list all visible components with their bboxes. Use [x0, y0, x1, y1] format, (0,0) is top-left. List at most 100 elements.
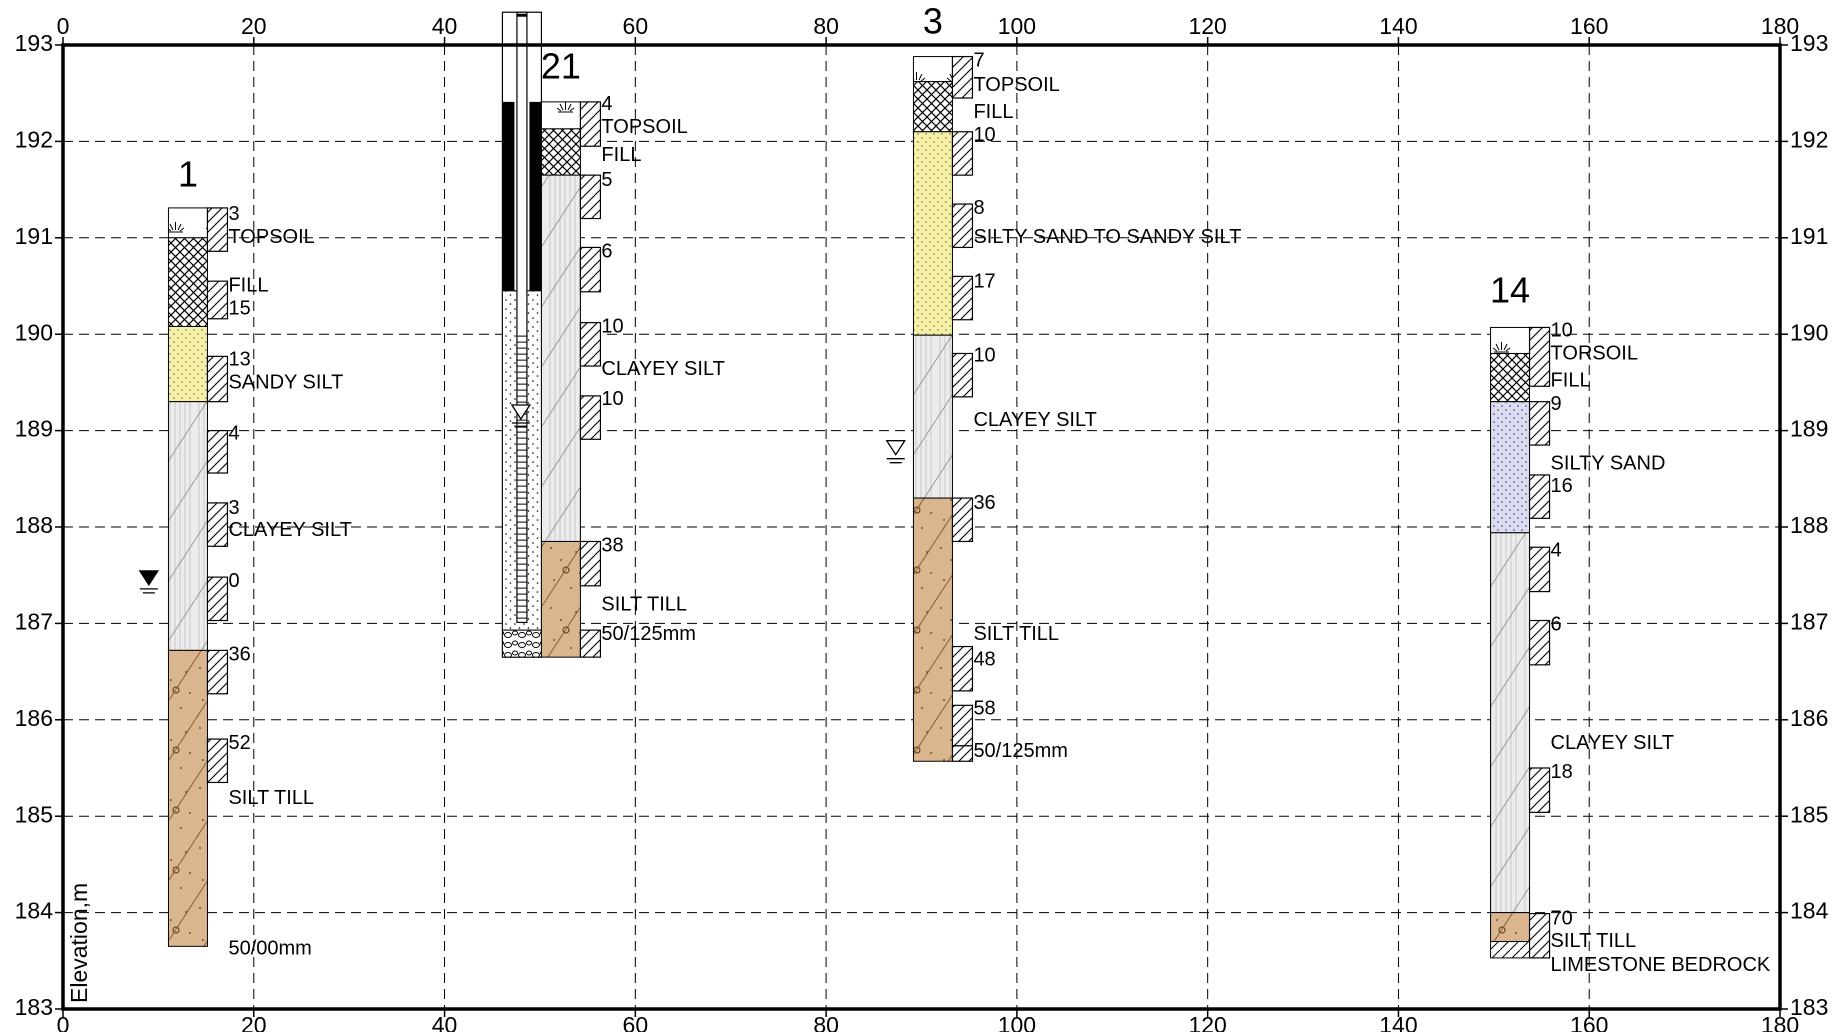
layer-label: 4: [601, 93, 612, 115]
sample: [952, 647, 972, 691]
x-tick-label: 20: [241, 1012, 267, 1032]
water-level: [140, 571, 158, 593]
sample: [580, 247, 600, 291]
y-tick-label: 191: [1790, 223, 1828, 249]
y-tick-label: 191: [15, 223, 53, 249]
y-tick-label: 188: [15, 512, 53, 538]
sample: [580, 541, 600, 585]
layer-label: 50/00mm: [228, 938, 311, 960]
y-tick-label: 190: [1790, 319, 1828, 345]
x-tick-label: 80: [813, 13, 839, 39]
layer-label: SILT TILL: [973, 623, 1059, 645]
soil-layer: [913, 82, 952, 132]
layer-label: SILT TILL: [1551, 930, 1637, 952]
sample: [580, 630, 600, 657]
x-tick-label: 160: [1570, 1012, 1608, 1032]
x-tick-label: 120: [1188, 13, 1226, 39]
sample: [952, 705, 972, 745]
layer-label: 52: [228, 732, 250, 754]
soil-layer: [913, 57, 952, 82]
borehole-name: 14: [1490, 269, 1530, 310]
water-level: [887, 441, 905, 463]
y-axis-label: Elevation,m: [66, 883, 92, 1003]
layer-label: TOPSOIL: [973, 74, 1059, 96]
layer-label: SILTY SAND: [1551, 453, 1666, 475]
well-pipe: [517, 12, 527, 622]
sample: [1530, 914, 1550, 958]
layer-label: 6: [601, 241, 612, 263]
soil-layer: [1491, 942, 1530, 958]
x-tick-label: 0: [57, 1012, 70, 1032]
layer-label: FILL: [601, 144, 641, 166]
page: {"axes": {"xlim": [0, 180], "ylim": [183…: [0, 0, 1841, 1032]
layer-label: 6: [1551, 614, 1562, 636]
well-gravel: [502, 630, 541, 657]
layer-label: 18: [1551, 761, 1573, 783]
layer-label: TOPSOIL: [601, 116, 687, 138]
sample: [207, 431, 227, 473]
soil-layer: [1491, 402, 1530, 533]
sample: [207, 577, 227, 620]
soil-layer: [168, 238, 207, 327]
x-tick-label: 60: [623, 1012, 649, 1032]
sample: [1530, 402, 1550, 445]
layer-label: 48: [973, 648, 995, 670]
layer-label: LIMESTONE BEDROCK: [1551, 954, 1771, 976]
soil-layer: [1491, 353, 1530, 401]
sample: [580, 323, 600, 366]
soil-layer: [1491, 913, 1530, 942]
x-tick-label: 0: [57, 13, 70, 39]
layer-label: SANDY SILT: [228, 372, 343, 394]
borehole-name: 21: [541, 46, 581, 87]
layer-label: 50/125mm: [601, 623, 696, 645]
sample: [952, 746, 972, 761]
layer-label: TOPSOIL: [228, 226, 314, 248]
x-tick-label: 140: [1379, 13, 1417, 39]
layer-label: CLAYEY SILT: [601, 358, 724, 380]
sample: [580, 175, 600, 218]
y-tick-label: 192: [15, 126, 53, 152]
layer-label: 70: [1551, 908, 1573, 930]
layer-label: FILL: [973, 101, 1013, 123]
x-tick-label: 100: [998, 13, 1036, 39]
sample: [1530, 475, 1550, 518]
y-tick-label: 184: [1790, 898, 1829, 924]
sample: [1530, 768, 1550, 812]
soil-layer: [913, 498, 952, 761]
layer-label: 0: [228, 570, 239, 592]
sample: [952, 353, 972, 396]
sample: [207, 650, 227, 693]
layer-label: 8: [973, 197, 984, 219]
layer-label: 50/125mm: [973, 740, 1068, 762]
layer-label: 15: [228, 297, 250, 319]
layer-label: 36: [973, 492, 995, 514]
layer-label: 5: [601, 169, 612, 191]
layer-label: 13: [228, 349, 250, 371]
y-tick-label: 183: [15, 994, 53, 1020]
soil-layer: [541, 175, 580, 541]
sample: [207, 281, 227, 319]
soil-layer: [541, 102, 580, 129]
layer-label: 10: [973, 345, 995, 367]
y-tick-label: 189: [15, 416, 53, 442]
layer-label: 7: [973, 50, 984, 72]
layer-label: 10: [601, 316, 623, 338]
y-tick-label: 189: [1790, 416, 1828, 442]
y-tick-label: 183: [1790, 994, 1828, 1020]
layer-label: 10: [1551, 320, 1573, 342]
borehole-name: 1: [178, 154, 198, 195]
layer-label: 3: [228, 203, 239, 225]
layer-label: CLAYEY SILT: [973, 409, 1096, 431]
layer-label: FILL: [1551, 370, 1591, 392]
y-tick-label: 188: [1790, 512, 1828, 538]
layer-label: 9: [1551, 393, 1562, 415]
soil-layer: [1491, 533, 1530, 913]
x-tick-label: 40: [432, 13, 458, 39]
sample: [207, 503, 227, 546]
soil-layer: [913, 335, 952, 498]
layer-label: CLAYEY SILT: [1551, 732, 1674, 754]
sample: [207, 208, 227, 251]
layer-label: 4: [228, 423, 239, 445]
soil-layer: [1491, 327, 1530, 353]
